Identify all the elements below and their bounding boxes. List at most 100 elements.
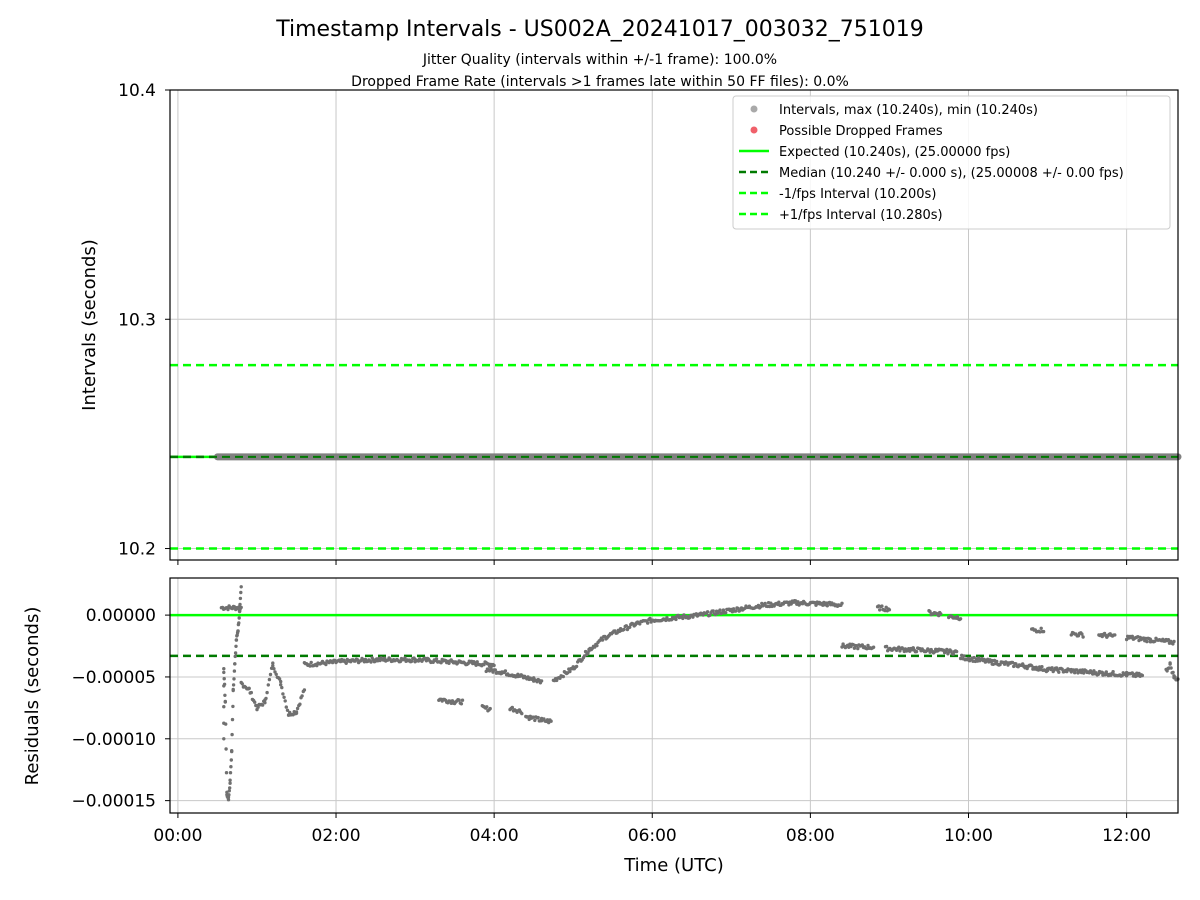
- residual-point: [237, 616, 241, 620]
- residual-point: [382, 656, 387, 660]
- residual-point: [1080, 632, 1084, 636]
- intervals-y-tick-label: 10.4: [118, 81, 156, 101]
- residual-point: [298, 702, 302, 706]
- residual-point: [231, 704, 235, 709]
- legend-marker-dropped-frames: [750, 126, 758, 134]
- chart-subtitle-jitter: Jitter Quality (intervals within +/-1 fr…: [422, 52, 777, 68]
- residual-point: [958, 617, 963, 621]
- residual-point: [434, 657, 439, 661]
- residual-point: [229, 758, 233, 762]
- residual-point: [1039, 626, 1043, 630]
- residual-point: [460, 698, 465, 702]
- residual-point: [705, 610, 710, 614]
- residual-point: [253, 700, 257, 704]
- residual-point: [1140, 673, 1145, 678]
- residual-point: [1173, 675, 1177, 679]
- residual-point: [256, 705, 260, 709]
- residual-point: [232, 677, 236, 681]
- residual-point: [1073, 671, 1077, 675]
- residual-point: [840, 601, 844, 605]
- intervals-y-tick-label: 10.2: [118, 540, 156, 560]
- residual-point: [574, 664, 579, 669]
- residual-point: [239, 605, 243, 610]
- residual-point: [763, 601, 767, 606]
- residual-point: [222, 737, 226, 741]
- x-tick-label: 02:00: [312, 826, 361, 846]
- legend-box: [732, 95, 1171, 230]
- residual-point: [284, 705, 288, 709]
- residual-point: [600, 638, 605, 642]
- intervals-y-tick-label: 10.3: [118, 310, 156, 330]
- residual-point: [459, 702, 464, 706]
- residual-point: [260, 703, 265, 707]
- residual-point: [884, 644, 889, 649]
- intervals-x-tick-marks: [177, 560, 1128, 565]
- legend-label-plus-fps: +1/fps Interval (10.280s): [779, 208, 943, 223]
- residual-point: [1030, 664, 1034, 668]
- residual-point: [561, 674, 565, 679]
- residual-point: [226, 798, 231, 802]
- residual-point: [718, 608, 722, 612]
- residual-point: [268, 672, 273, 677]
- residual-point: [1111, 670, 1115, 674]
- residuals-y-tick-label: −0.00005: [71, 668, 156, 688]
- intervals-y-axis-label: Intervals (seconds): [79, 239, 100, 411]
- residual-point: [1171, 670, 1175, 675]
- residual-point: [234, 644, 238, 648]
- residual-point: [222, 667, 226, 671]
- residual-point: [233, 662, 237, 666]
- residual-point: [222, 705, 226, 709]
- residual-point: [247, 686, 251, 690]
- residual-point: [272, 667, 276, 671]
- residual-point: [230, 749, 234, 754]
- residual-point: [302, 688, 307, 692]
- legend-label-minus-fps: -1/fps Interval (10.200s): [779, 187, 936, 202]
- residual-point: [1145, 639, 1149, 644]
- residual-point: [226, 607, 230, 612]
- residual-point: [274, 672, 278, 676]
- residual-point: [1130, 634, 1135, 638]
- residual-point: [227, 793, 231, 797]
- residual-point: [493, 668, 497, 672]
- residual-point: [1168, 661, 1172, 665]
- residual-point: [230, 732, 234, 737]
- legend-label-expected: Expected (10.240s), (25.00000 fps): [779, 145, 1010, 160]
- x-tick-label: 08:00: [786, 826, 835, 846]
- residual-point: [549, 719, 553, 723]
- residual-point: [263, 701, 267, 705]
- residual-point: [234, 638, 239, 642]
- residuals-plot-frame: [169, 577, 1179, 814]
- residual-point: [866, 643, 870, 648]
- residuals-x-ticks: 00:00 02:00 04:00 06:00 08:00 10:00 12:00: [153, 813, 1151, 846]
- chart-subtitle-dropped: Dropped Frame Rate (intervals >1 frames …: [351, 74, 849, 90]
- residual-point: [646, 621, 650, 625]
- residual-point: [485, 705, 489, 709]
- residual-point: [239, 585, 243, 589]
- x-tick-label: 12:00: [1102, 826, 1151, 846]
- residual-point: [223, 699, 227, 704]
- residual-point: [457, 698, 461, 702]
- residual-point: [237, 609, 242, 613]
- residual-point: [224, 771, 229, 775]
- residual-point: [928, 609, 932, 614]
- residual-point: [1169, 666, 1173, 670]
- x-tick-label: 04:00: [470, 826, 519, 846]
- residuals-series: [219, 585, 1180, 802]
- residual-point: [1057, 670, 1061, 674]
- residual-point: [283, 699, 287, 703]
- residual-point: [222, 682, 227, 686]
- residual-point: [277, 677, 282, 681]
- residual-point: [708, 613, 712, 617]
- residual-point: [344, 661, 348, 665]
- residual-point: [228, 771, 233, 775]
- residual-point: [280, 685, 284, 690]
- residual-point: [271, 664, 275, 668]
- residual-point: [878, 608, 882, 612]
- residual-point: [271, 661, 275, 665]
- residual-point: [1065, 669, 1069, 674]
- legend-label-dropped-frames: Possible Dropped Frames: [779, 124, 943, 139]
- residual-point: [949, 649, 953, 653]
- residual-point: [285, 708, 290, 712]
- residual-point: [227, 789, 231, 793]
